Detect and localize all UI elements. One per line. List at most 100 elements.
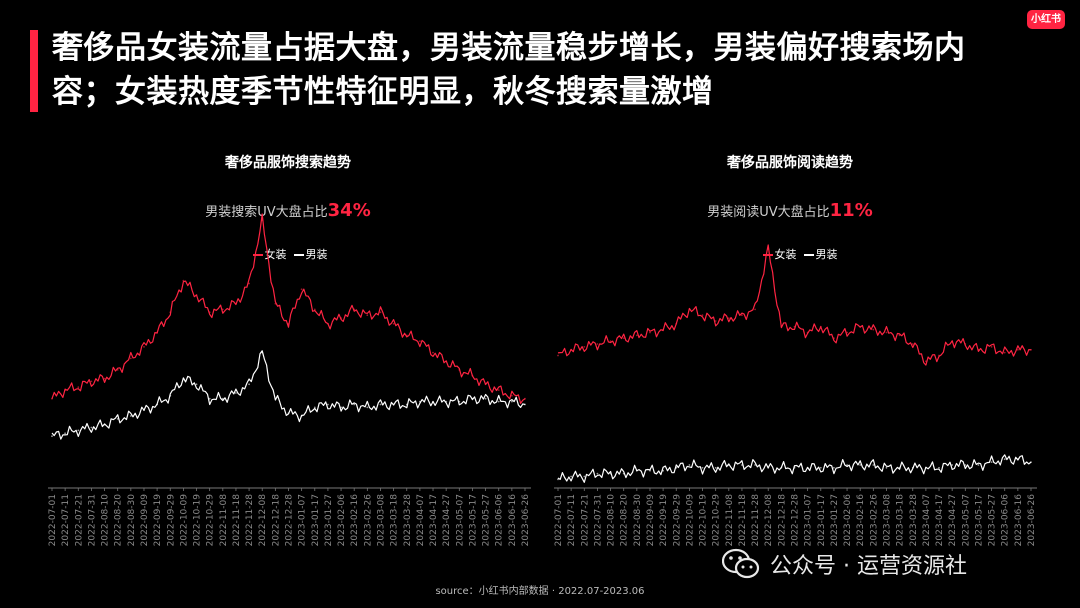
read-chart-title: 奢侈品服饰阅读趋势	[727, 155, 853, 171]
read-point-women	[649, 331, 651, 334]
search-point-women	[353, 308, 356, 311]
search-point-men	[366, 406, 369, 409]
search-tick-label: 2022-12-18	[271, 494, 281, 547]
search-point-men	[287, 412, 290, 414]
watermark-text: 公众号 · 运营资源社	[770, 554, 967, 579]
read-point-men	[872, 464, 875, 466]
search-tick-label: 2023-03-28	[403, 494, 413, 547]
read-point-men	[806, 466, 809, 469]
search-point-women	[300, 288, 303, 291]
read-point-men	[714, 466, 717, 469]
read-point-men	[977, 464, 980, 466]
read-subtitle-value: 11%	[829, 200, 873, 221]
search-point-men	[195, 383, 198, 386]
read-point-women	[977, 348, 980, 351]
read-point-women	[793, 325, 796, 328]
search-tick-label: 2022-07-21	[74, 494, 84, 546]
legend-swatch-men	[293, 254, 304, 256]
search-point-women	[484, 383, 487, 386]
search-point-men	[300, 415, 303, 417]
read-tick-label: 2022-10-19	[699, 494, 709, 547]
search-tick-label: 2023-01-07	[298, 494, 308, 546]
legend-swatch-women	[762, 254, 773, 256]
search-subtitle-value: 34%	[327, 200, 371, 221]
search-point-men	[524, 403, 526, 406]
search-point-women	[471, 374, 474, 377]
read-tick-label: 2022-07-11	[567, 494, 577, 546]
read-tick-label: 2023-02-26	[869, 494, 879, 547]
search-point-men	[64, 432, 66, 435]
read-point-men	[622, 472, 625, 475]
search-point-men	[51, 435, 53, 438]
search-point-women	[340, 317, 342, 319]
read-tick-label: 2023-03-28	[909, 494, 919, 547]
read-tick-label: 2022-08-20	[620, 494, 630, 547]
search-tick-label: 2022-07-01	[48, 494, 58, 546]
read-point-men	[846, 464, 848, 466]
read-point-women	[872, 328, 875, 331]
read-point-men	[964, 464, 967, 466]
read-tick-label: 2022-09-29	[672, 494, 682, 547]
search-point-men	[208, 397, 211, 400]
search-tick-label: 2023-06-16	[508, 494, 518, 547]
search-point-women	[261, 219, 264, 222]
search-tick-label: 2023-06-06	[495, 494, 505, 547]
read-point-men	[649, 469, 651, 472]
search-point-men	[143, 409, 145, 412]
search-tick-label: 2022-10-09	[179, 494, 189, 547]
read-point-women	[964, 343, 967, 345]
search-point-men	[484, 397, 487, 400]
search-tick-label: 2022-11-08	[219, 494, 229, 547]
read-point-men	[583, 475, 586, 478]
read-tick-label: 2023-06-06	[1001, 494, 1011, 547]
read-point-men	[767, 466, 770, 469]
search-point-women	[129, 357, 132, 360]
search-point-men	[156, 403, 159, 406]
search-point-men	[261, 351, 264, 354]
read-point-women	[1003, 351, 1006, 354]
read-tick-label: 2023-04-07	[922, 494, 932, 546]
read-tick-label: 2023-04-27	[948, 494, 958, 546]
read-point-women	[570, 348, 572, 351]
read-chart-subtitle: 男装阅读UV大盘占比11%	[640, 200, 940, 221]
read-point-women	[780, 325, 783, 328]
read-series-women	[557, 244, 1032, 366]
read-point-men	[938, 466, 940, 469]
search-point-women	[511, 394, 513, 397]
search-point-men	[353, 403, 356, 406]
search-tick-label: 2023-04-17	[429, 494, 439, 546]
search-tick-label: 2022-10-19	[193, 494, 203, 547]
search-point-men	[392, 403, 395, 406]
read-tick-label: 2022-12-18	[777, 494, 787, 547]
wechat-icon	[721, 548, 760, 580]
search-point-men	[340, 406, 342, 409]
search-point-women	[445, 360, 448, 363]
read-tick-label: 2022-11-18	[738, 494, 748, 547]
read-tick-label: 2022-07-31	[593, 494, 603, 546]
read-point-men	[1030, 461, 1032, 463]
read-tick-label: 2022-08-10	[607, 494, 617, 547]
page-headline: 奢侈品女装流量占据大盘，男装流量稳步增长，男装偏好搜索场内容；女装热度季节性特征…	[52, 30, 966, 110]
source-note: source：小红书内部数据 · 2022.07-2023.06	[435, 586, 645, 597]
search-point-women	[497, 389, 500, 391]
search-point-men	[116, 418, 119, 420]
legend-women-label: 女装	[774, 248, 797, 261]
read-tick-label: 2022-07-21	[580, 494, 590, 546]
read-point-men	[833, 466, 835, 469]
search-tick-label: 2023-05-27	[482, 494, 492, 546]
search-point-women	[51, 397, 53, 400]
read-tick-label: 2023-05-07	[961, 494, 971, 546]
read-point-men	[635, 469, 638, 472]
search-tick-label: 2022-07-11	[61, 494, 71, 546]
read-chart-legend: 女装 男装	[700, 246, 900, 262]
search-point-women	[143, 346, 145, 348]
read-tick-label: 2022-10-29	[712, 494, 722, 547]
search-point-women	[116, 369, 119, 371]
search-point-women	[327, 322, 329, 325]
search-point-women	[221, 308, 224, 311]
read-point-men	[819, 466, 822, 469]
read-point-women	[714, 320, 717, 322]
read-point-women	[925, 360, 927, 363]
read-point-women	[833, 337, 835, 340]
read-point-men	[609, 472, 612, 475]
